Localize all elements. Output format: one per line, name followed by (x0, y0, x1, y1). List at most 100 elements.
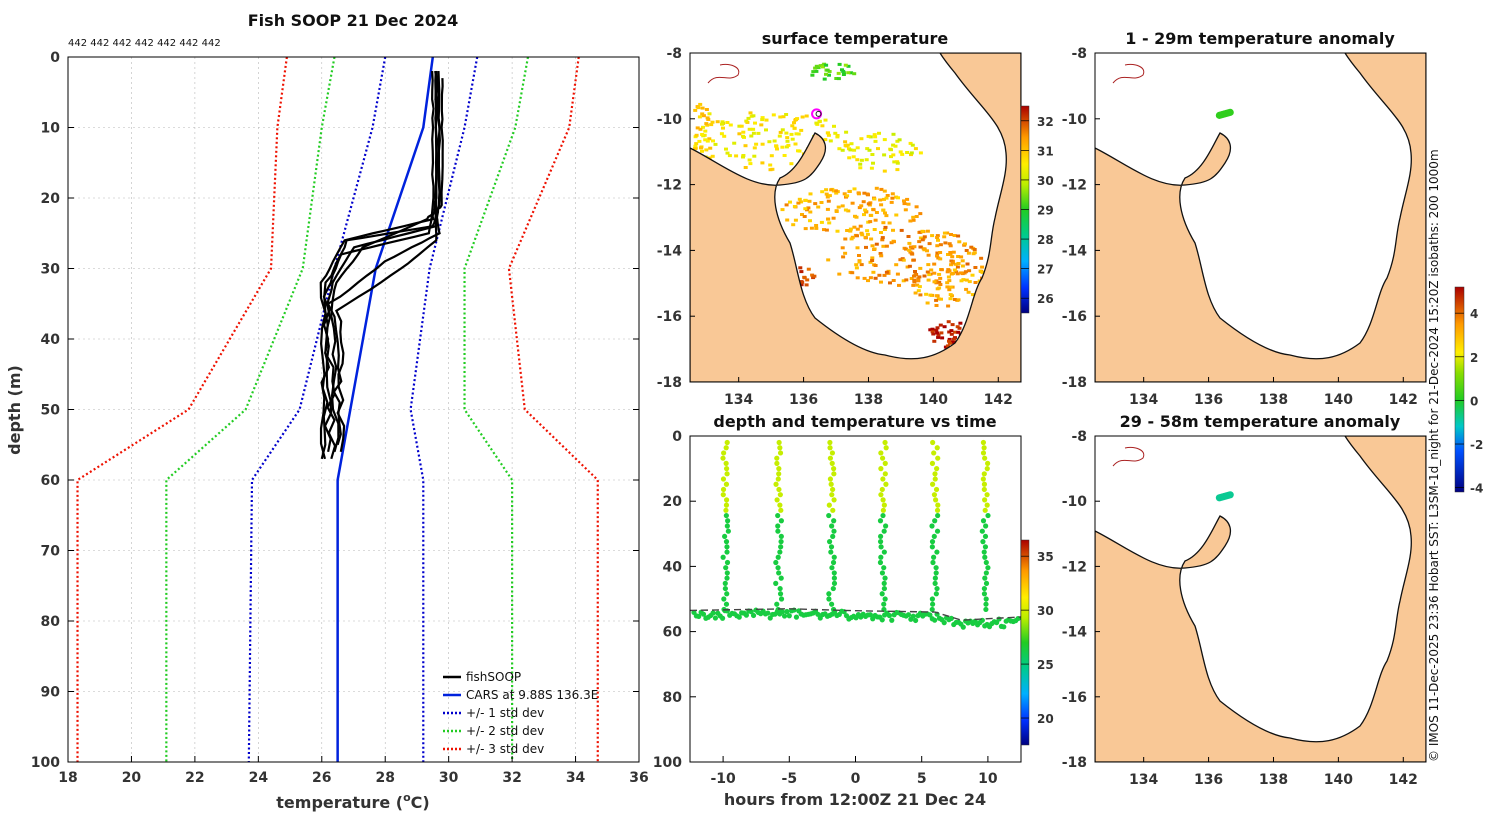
sst-pixel (912, 274, 916, 278)
dt-bottom-point (793, 614, 800, 620)
dt-bottom-point (779, 609, 785, 615)
sst-pixel (913, 147, 918, 151)
anomaly-top-panel: 1 - 29m temperature anomaly 134 136 138 140… (1062, 29, 1427, 408)
sst-pixel (956, 262, 961, 265)
sst-pixel (935, 331, 940, 335)
dt-cast-point (830, 507, 836, 513)
sst-pixel (814, 69, 819, 73)
sst-pixel (946, 253, 950, 256)
sst-pixel (891, 143, 896, 147)
sst-pixel (870, 259, 875, 262)
dt-cast-point (830, 559, 837, 566)
sst-pixel (956, 330, 961, 334)
sst-pixel (925, 229, 930, 233)
sst-pixel (959, 271, 964, 275)
dt-cast-point (724, 471, 730, 477)
sst-pixel (789, 132, 794, 136)
sst-pixel (781, 115, 786, 119)
fishsoop-profile-line (322, 71, 435, 460)
dt-cast-point (723, 481, 730, 487)
sst-pixel (855, 158, 860, 162)
sst-pixel (784, 131, 789, 135)
sst-pixel (866, 134, 871, 138)
sst-pixel (873, 139, 878, 143)
sst-pixel (824, 188, 829, 192)
sst-pixel (895, 161, 900, 165)
sst-pixel (848, 227, 853, 231)
sst-pixel (693, 144, 698, 148)
sst-pixel (957, 240, 962, 244)
dt-cast-point (878, 492, 884, 498)
sst-pixel (866, 279, 870, 283)
dt-cast-point (980, 439, 987, 446)
dt-bottom-point (781, 613, 788, 619)
sst-pixel (979, 256, 984, 260)
sst-pixel (874, 211, 879, 214)
sst-pixel (724, 147, 728, 151)
anomaly-bottom-land-mass (1095, 436, 1426, 762)
dt-cast-point (773, 559, 779, 566)
dt-cast-point (933, 565, 939, 571)
sst-pixel (834, 210, 839, 213)
dt-cast-point (929, 544, 935, 550)
sst-pixel (879, 231, 883, 234)
sst-pixel (861, 200, 866, 204)
sst-pixel (959, 279, 964, 283)
sst-pixel (889, 148, 893, 152)
sst-pixel (930, 234, 935, 238)
map-ytick-label: -10 (657, 112, 683, 128)
sst-pixel (972, 248, 977, 251)
sst-pixel (980, 270, 985, 274)
dt-cast-point (724, 570, 730, 576)
sst-pixel (918, 151, 923, 155)
fishsoop-profile-line (334, 71, 438, 452)
sst-pixel (751, 114, 756, 118)
sst-pixel (704, 108, 709, 111)
sst-pixel (764, 118, 769, 122)
sst-pixel (843, 237, 848, 241)
dt-cast-point (720, 492, 726, 498)
sst-pixel (721, 126, 725, 130)
dt-bottom-point (927, 612, 933, 618)
sst-pixel (911, 283, 916, 287)
sst-pixel (880, 236, 885, 240)
dt-cast-point (777, 502, 783, 508)
profile-top-annotation: 442 442 442 442 442 442 442 (68, 38, 221, 49)
sst-river-marks (707, 64, 740, 84)
sst-pixel (846, 71, 851, 75)
sst-pixel (952, 234, 957, 237)
depth-time-colorbar-ticks: 20 25 30 35 (1021, 550, 1054, 726)
map-ytick-label: -14 (1062, 243, 1088, 259)
sst-pixel (872, 133, 877, 137)
dt-cast-point (980, 476, 986, 482)
sst-pixel (752, 146, 757, 150)
sst-pixel (780, 145, 785, 149)
map-ytick-label: -12 (657, 178, 682, 194)
dt-cast-point (720, 486, 727, 493)
sst-pixel (840, 148, 845, 152)
sst-pixel (922, 274, 927, 278)
sst-pixel (840, 204, 845, 208)
dt-cast-point (881, 580, 887, 586)
sst-pixel (827, 73, 831, 77)
sst-pixel (701, 114, 706, 118)
dt-cast-point (831, 528, 837, 534)
sst-pixel (948, 252, 953, 256)
sst-pixel (882, 228, 887, 231)
sst-pixel (950, 255, 955, 259)
sst-pixel (790, 124, 795, 128)
sst-pixel (912, 245, 917, 249)
sst-pixel (904, 247, 908, 251)
sst-pixel (949, 329, 954, 333)
sst-pixel (970, 273, 975, 277)
dt-cast-point (879, 591, 885, 597)
sst-pixel (843, 140, 848, 144)
sst-pixel (706, 118, 711, 121)
profile-xlabel-pre: temperature ( (276, 793, 403, 812)
sst-pixel (902, 199, 906, 203)
sst-pixel (859, 158, 864, 162)
sst-pixel (796, 132, 801, 136)
sst-pixel (930, 327, 935, 331)
dt-cast-point (982, 455, 988, 461)
sst-pixel (835, 135, 840, 139)
